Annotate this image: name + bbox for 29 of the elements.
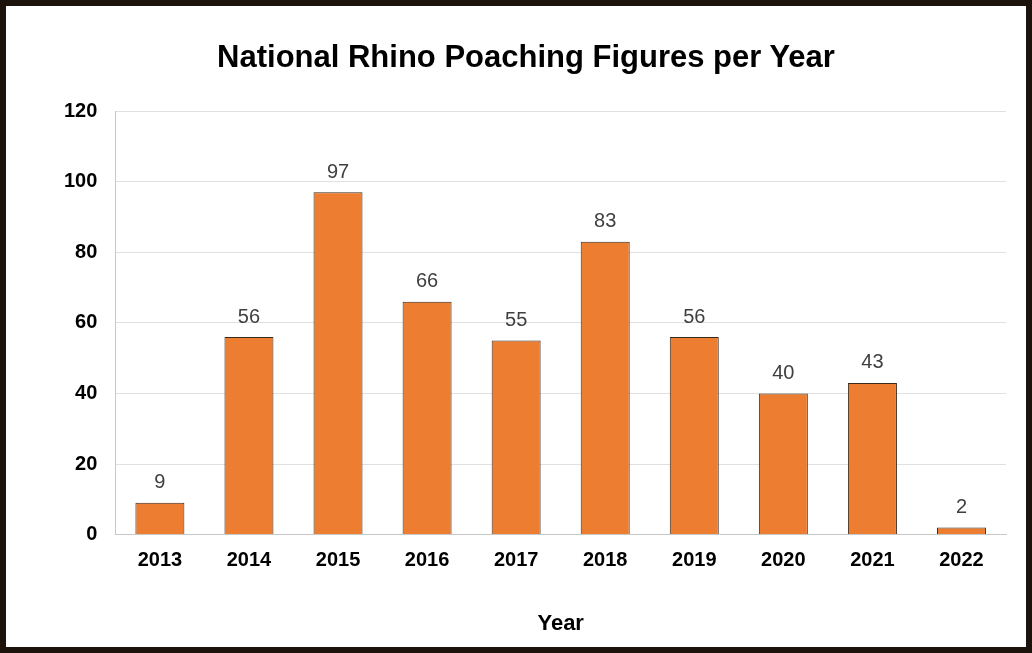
- y-tick-label: 40: [75, 380, 98, 403]
- y-tick-label: 20: [75, 451, 98, 474]
- chart-title: National Rhino Poaching Figures per Year: [217, 39, 835, 75]
- x-axis-title: Year: [537, 609, 585, 635]
- data-label: 56: [237, 304, 261, 327]
- data-label: 55: [505, 308, 528, 331]
- y-tick-label: 60: [75, 310, 98, 333]
- x-tick-label: 2018: [582, 548, 628, 571]
- data-label: 9: [154, 470, 166, 493]
- data-label: 43: [861, 350, 884, 373]
- x-tick-label: 2020: [761, 548, 806, 571]
- x-tick-label: 2017: [493, 548, 539, 571]
- data-label: 56: [683, 304, 706, 327]
- y-tick-label: 0: [86, 522, 98, 545]
- data-label: 83: [594, 209, 617, 232]
- x-tick-label: 2014: [226, 548, 273, 571]
- y-tick-label: 80: [75, 239, 98, 262]
- data-label: 40: [772, 360, 795, 383]
- y-tick-label: 100: [63, 169, 98, 192]
- x-tick-label: 2016: [404, 548, 450, 571]
- x-tick-label: 2022: [939, 548, 984, 571]
- data-label: 97: [326, 159, 350, 182]
- x-tick-label: 2015: [315, 548, 361, 571]
- data-label: 2: [955, 495, 968, 518]
- data-label: 66: [415, 269, 439, 292]
- y-tick-label: 120: [63, 98, 98, 121]
- x-tick-label: 2013: [137, 548, 183, 571]
- x-tick-label: 2019: [672, 548, 717, 571]
- x-tick-label: 2021: [850, 548, 895, 571]
